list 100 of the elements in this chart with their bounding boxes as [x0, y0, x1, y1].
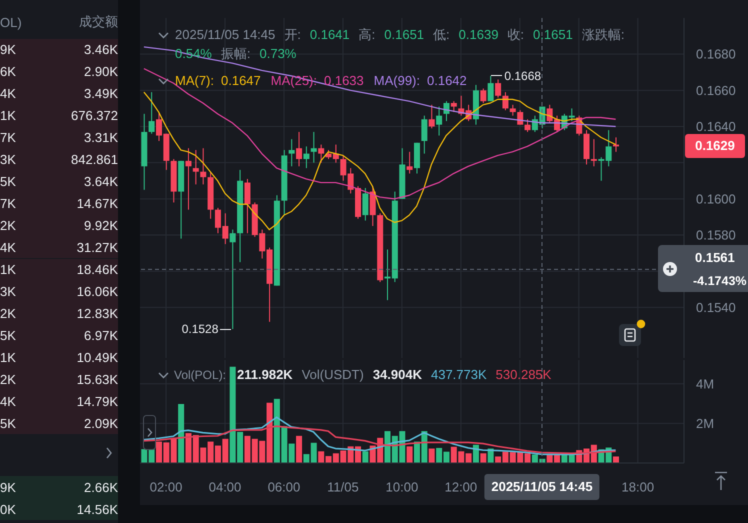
text: 9.92K [84, 218, 118, 234]
candlestick [613, 136, 620, 152]
text: 5K [0, 328, 16, 343]
text: 3K [0, 284, 16, 299]
text: 31.27K [76, 240, 118, 256]
text: 2K [0, 306, 16, 321]
text: 6.97K [84, 328, 118, 343]
text: 1K [0, 108, 16, 124]
bar [480, 453, 486, 463]
text: 15.63K [76, 372, 118, 387]
text: 3K [0, 152, 16, 168]
text: 3.46K [84, 42, 118, 58]
annotation: 振幅: [220, 46, 250, 60]
text: 3.49K [84, 86, 118, 102]
text: 1K [0, 350, 16, 365]
annotation: 0.1668 [504, 68, 542, 83]
y-tick-label: 0.1600 [696, 191, 736, 206]
candlestick [510, 104, 516, 116]
text: 9K [0, 42, 16, 58]
y-tick-label: 4M [696, 376, 714, 392]
candlestick [406, 151, 413, 174]
candlestick [230, 229, 236, 330]
candlestick [244, 178, 250, 234]
candlestick [524, 118, 531, 132]
x-tick-label: 12:00 [444, 480, 478, 495]
candlestick [318, 144, 324, 164]
candlestick [488, 75, 494, 102]
candlestick [428, 104, 435, 129]
text: 14.67K [76, 196, 118, 212]
text: 5K [0, 416, 16, 431]
bar [428, 448, 435, 463]
text: MA(7): [175, 73, 214, 88]
text: 1K [0, 262, 16, 277]
text: 2.66K [84, 480, 118, 494]
text: 5K [0, 174, 16, 190]
line-series [143, 416, 616, 456]
text: 18.46K [76, 262, 118, 277]
bar [178, 404, 184, 463]
bar [613, 456, 620, 463]
y-tick-label: 0.1580 [696, 228, 736, 243]
text: 4K [0, 394, 16, 409]
candlestick [590, 138, 597, 167]
text: 14.56K [76, 502, 118, 516]
annotation: 0.1651 [533, 27, 573, 42]
annotation: 437.773K [430, 367, 487, 382]
bar [362, 451, 368, 463]
text: 2.09K [84, 416, 118, 431]
candlestick [370, 186, 376, 226]
annotation: 211.982K [237, 367, 293, 382]
series-label: MA(99): [374, 73, 420, 88]
text: 2.90K [84, 64, 118, 80]
y-tick-label: 2M [696, 416, 714, 431]
annotation: 2025/11/05 14:45 [175, 27, 276, 42]
text: 7K [0, 130, 16, 146]
text: 0.1561 [695, 250, 735, 266]
x-tick-label: 04:00 [208, 480, 242, 495]
y-tick-label: 0.1680 [696, 46, 736, 62]
text: 676.372 [71, 108, 118, 124]
text: 2K [0, 218, 16, 234]
text: 0K [0, 502, 16, 516]
bar [296, 436, 302, 463]
text: 0.1629 [695, 138, 735, 154]
text: 14.79K [76, 394, 118, 409]
text: 2K [0, 372, 16, 387]
annotation: 0.1647 [221, 73, 261, 88]
text: 6K [0, 64, 16, 80]
candlestick [310, 131, 317, 164]
candlestick [480, 88, 486, 104]
annotation: 高: [358, 27, 376, 42]
candlestick [148, 92, 155, 134]
candlestick [296, 131, 302, 167]
annotation: 0.1642 [427, 73, 467, 88]
annotation: 0.1651 [384, 27, 424, 42]
candlestick [502, 92, 508, 111]
candlestick [288, 138, 295, 167]
annotation: 0.1639 [458, 27, 498, 42]
candlestick [200, 148, 206, 185]
text: 2025/11/05 14:45 [491, 479, 593, 494]
text: 4K [0, 240, 16, 256]
text: 4K [0, 86, 16, 102]
text: OL) [0, 14, 22, 30]
text: 10.49K [76, 350, 118, 365]
annotation: 0.1633 [324, 73, 364, 88]
text: 12.83K [76, 306, 118, 321]
text: 3.31K [84, 130, 118, 146]
annotation: 0.1641 [310, 27, 350, 42]
annotation: 收: [507, 27, 524, 42]
text: 成交额 [79, 13, 118, 31]
series-label: Vol(POL): [174, 368, 226, 382]
candlestick [495, 78, 502, 98]
candlestick [436, 106, 442, 136]
x-tick-label: 11/05 [327, 480, 359, 495]
annotation: 低: [433, 27, 450, 42]
text: 16.06K [76, 284, 118, 299]
text: 9K [0, 480, 16, 494]
candlestick [192, 150, 199, 185]
bar [406, 446, 413, 463]
annotation: 530.285K [496, 367, 552, 382]
text: -4.1743% [693, 274, 747, 288]
candlestick [362, 188, 368, 222]
